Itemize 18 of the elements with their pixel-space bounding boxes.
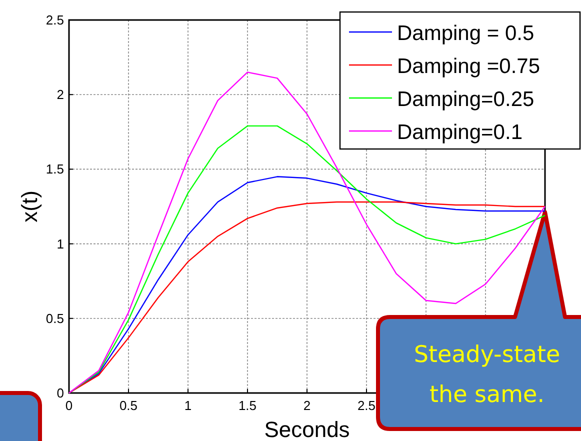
- x-axis-title: Seconds: [264, 417, 350, 441]
- y-tick-label: 1.5: [46, 162, 64, 177]
- legend-label: Damping=0.1: [397, 121, 522, 144]
- x-tick-label: 1: [184, 398, 192, 413]
- y-tick-label: 0: [56, 386, 64, 400]
- legend-label: Damping = 0.5: [397, 22, 534, 45]
- x-tick-label: 0.5: [119, 398, 138, 413]
- legend-label: Damping=0.25: [397, 88, 534, 111]
- x-tick-label: 2.5: [357, 398, 376, 413]
- annotation: Steady-state the same.: [414, 342, 560, 408]
- x-tick-label: 2: [303, 398, 311, 413]
- x-tick-label: 1.5: [238, 398, 257, 413]
- y-tick-label: 2.5: [46, 12, 64, 28]
- y-tick-label: 2: [56, 87, 64, 102]
- y-tick-label: 0.5: [46, 310, 64, 326]
- y-axis-title: x(t): [17, 190, 42, 222]
- legend-label: Damping =0.75: [397, 55, 540, 78]
- y-tick-label: 1: [56, 236, 64, 252]
